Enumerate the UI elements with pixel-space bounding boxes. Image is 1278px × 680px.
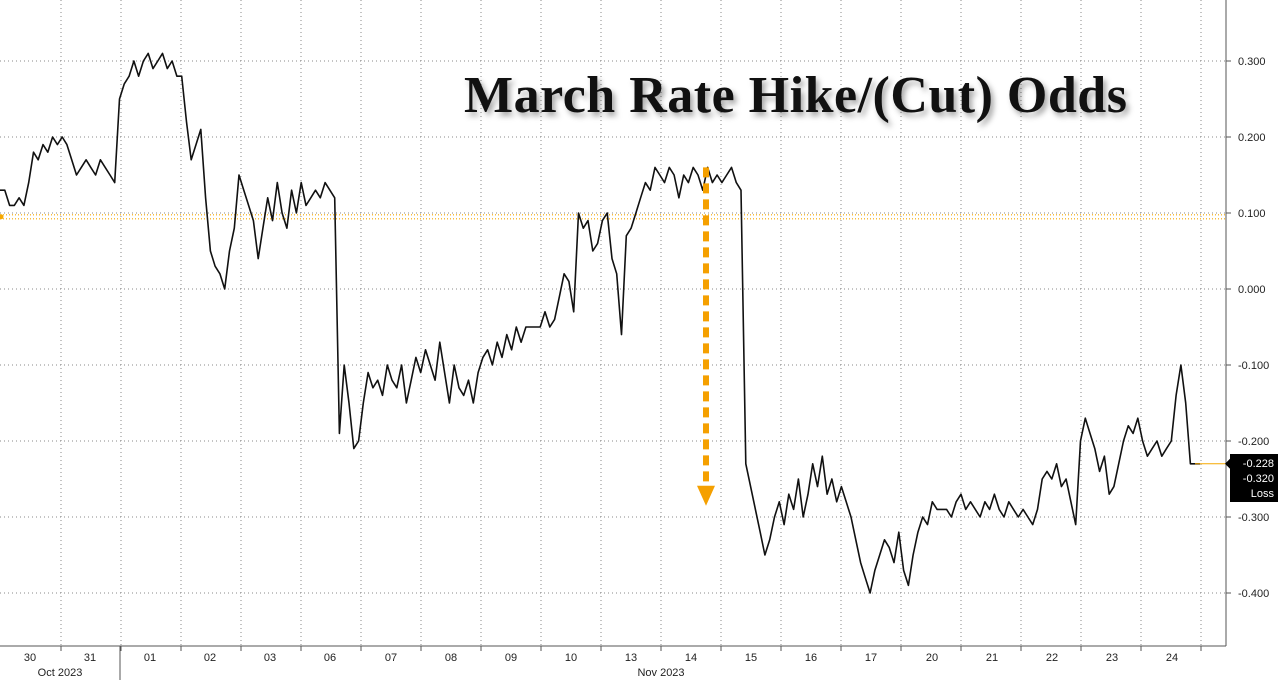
y-tick-label: -0.200 [1238,436,1269,448]
end-label-pointer [1225,458,1230,469]
y-tick-label: -0.100 [1238,360,1269,372]
x-tick-label: 24 [1166,652,1178,664]
x-tick-label: 22 [1046,652,1058,664]
x-tick-label: 03 [264,652,276,664]
y-tick-label: -0.300 [1238,512,1269,524]
month-label: Oct 2023 [38,667,83,679]
y-tick-label: -0.400 [1238,588,1269,600]
x-tick-label: 08 [445,652,457,664]
series-line [0,52,1200,594]
x-tick-label: 14 [685,652,697,664]
x-tick-label: 10 [565,652,577,664]
x-tick-label: 01 [144,652,156,664]
x-tick-label: 15 [745,652,757,664]
x-tick-label: 17 [865,652,877,664]
y-tick-label: 0.300 [1238,56,1266,68]
x-tick-label: 23 [1106,652,1118,664]
x-tick-label: 16 [805,652,817,664]
x-tick-label: 09 [505,652,517,664]
x-tick-label: 06 [324,652,336,664]
x-tick-label: 20 [926,652,938,664]
x-tick-label: 31 [84,652,96,664]
end-label: Loss [1251,488,1275,500]
y-tick-label: 0.000 [1238,284,1266,296]
x-tick-label: 07 [385,652,397,664]
end-label: -0.320 [1243,473,1274,485]
y-tick-label: 0.200 [1238,132,1266,144]
end-label: -0.228 [1243,458,1274,470]
month-label: Nov 2023 [637,667,684,679]
x-tick-label: 30 [24,652,36,664]
annotation-arrow-head [697,485,715,506]
y-tick-label: 0.100 [1238,208,1266,220]
end-label-box [1230,454,1278,502]
chart-title: March Rate Hike/(Cut) Odds [464,67,1128,124]
x-tick-label: 13 [625,652,637,664]
reference-marker [0,214,4,220]
x-tick-label: 21 [986,652,998,664]
x-tick-label: 02 [204,652,216,664]
